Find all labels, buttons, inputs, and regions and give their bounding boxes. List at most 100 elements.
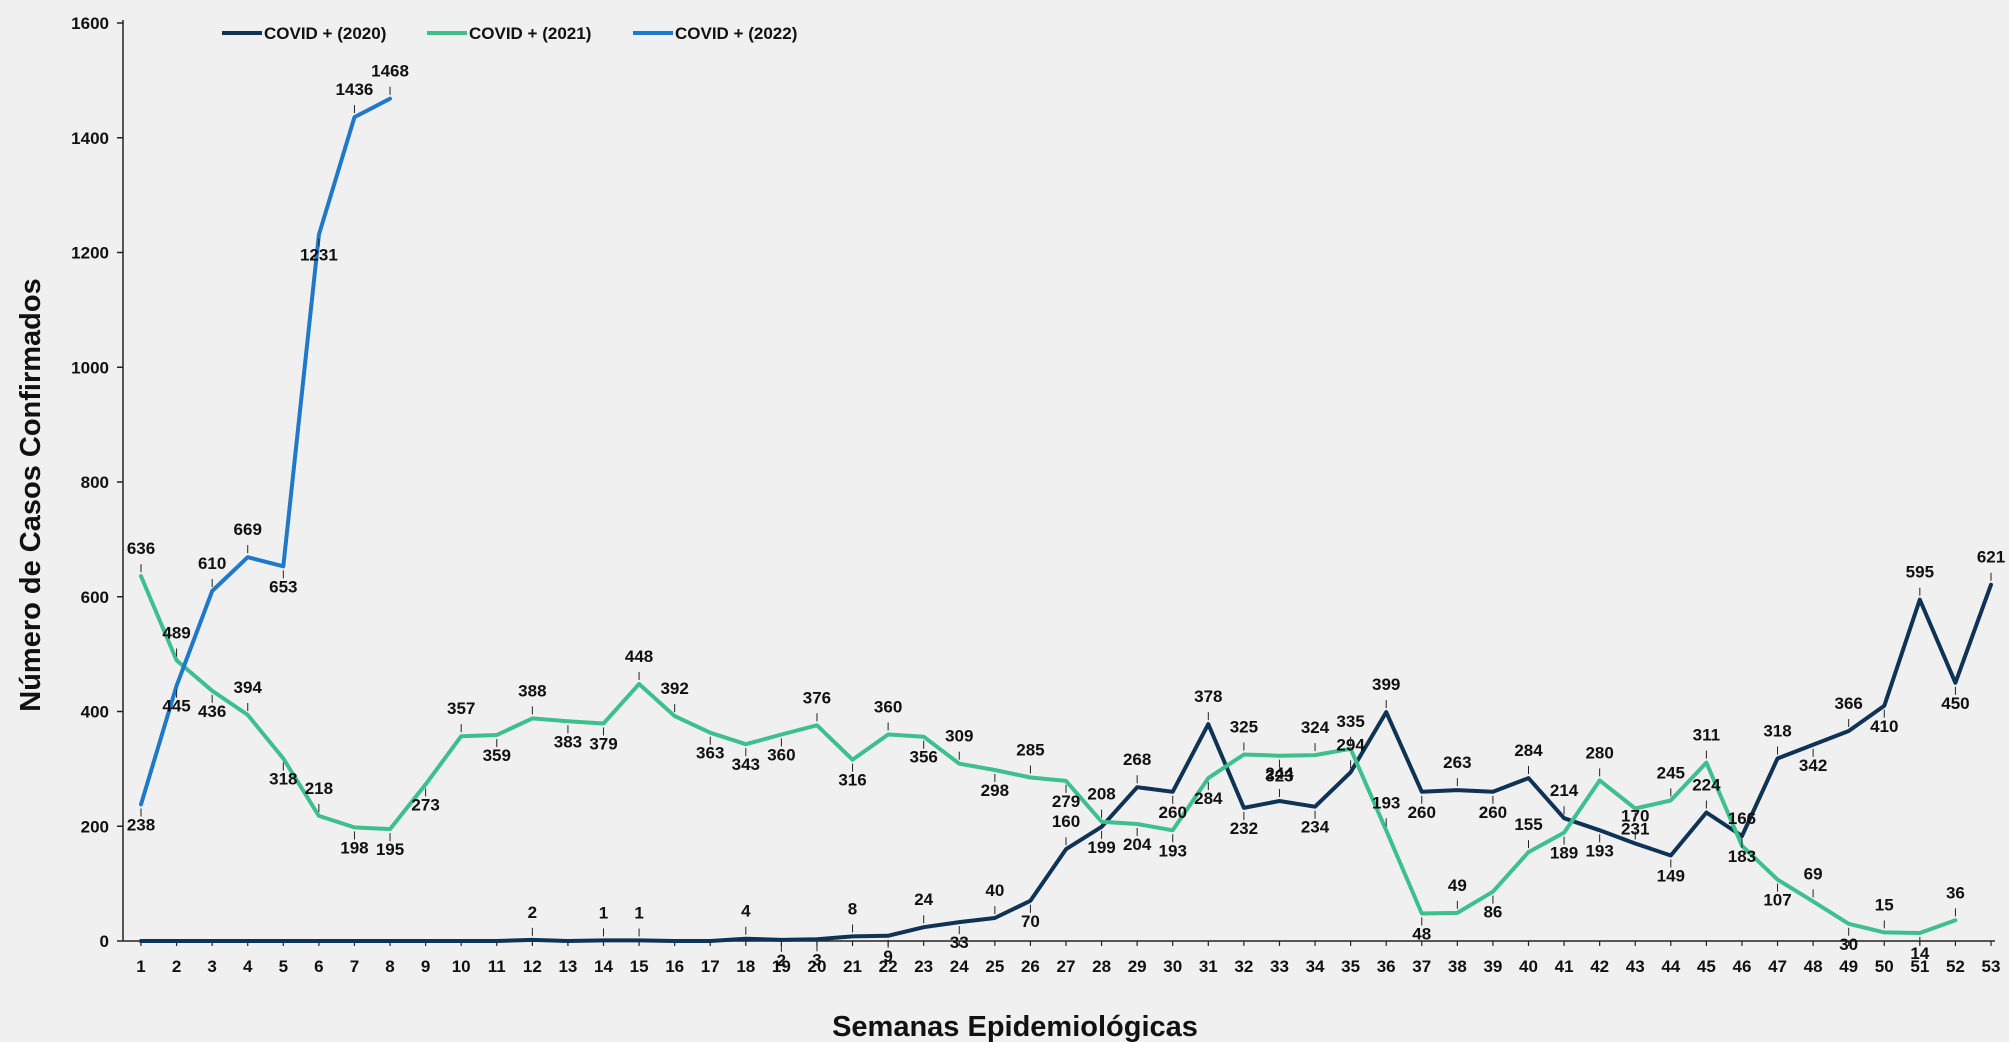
series-line-3 [139, 96, 392, 807]
data-label: 2 [528, 903, 537, 922]
y-tick-label: 0 [100, 932, 109, 951]
data-label: 183 [1728, 847, 1756, 866]
data-label: 356 [910, 748, 938, 767]
data-label: 388 [518, 681, 546, 700]
x-tick-label: 52 [1946, 957, 1965, 976]
y-axis-title: Número de Casos Confirmados [15, 278, 47, 711]
data-label: 70 [1021, 912, 1040, 931]
y-tick-label: 1200 [71, 244, 109, 263]
x-tick-label: 28 [1092, 957, 1111, 976]
data-label: 263 [1443, 753, 1471, 772]
data-label: 318 [1763, 722, 1791, 741]
x-tick-label: 35 [1341, 957, 1360, 976]
data-label: 49 [1448, 876, 1467, 895]
data-label: 273 [411, 795, 439, 814]
x-tick-label: 32 [1234, 957, 1253, 976]
x-tick-label: 53 [1982, 957, 2001, 976]
data-label: 360 [874, 697, 902, 716]
y-tick-label: 600 [81, 588, 109, 607]
data-label: 204 [1123, 835, 1152, 854]
legend-label-2: COVID + (2021) [469, 24, 591, 43]
x-tick-label: 37 [1412, 957, 1431, 976]
x-tick-label: 12 [523, 957, 542, 976]
x-tick-label: 25 [985, 957, 1004, 976]
data-label: 193 [1159, 841, 1187, 860]
x-axis-title: Semanas Epidemiológicas [832, 1011, 1198, 1042]
legend-label-3: COVID + (2022) [675, 24, 797, 43]
data-label: 4 [741, 902, 751, 921]
data-label: 232 [1230, 819, 1258, 838]
data-label: 399 [1372, 675, 1400, 694]
x-tick-label: 33 [1270, 957, 1289, 976]
x-tick-label: 6 [314, 957, 323, 976]
x-tick-label: 8 [385, 957, 394, 976]
data-label: 342 [1799, 756, 1827, 775]
x-tick-label: 43 [1626, 957, 1645, 976]
data-label: 260 [1479, 803, 1507, 822]
y-tick-label: 200 [81, 817, 109, 836]
data-label: 193 [1585, 841, 1613, 860]
x-tick-label: 47 [1768, 957, 1787, 976]
data-label: 15 [1875, 895, 1894, 914]
x-tick-label: 20 [808, 957, 827, 976]
x-tick-label: 51 [1910, 957, 1929, 976]
x-tick-label: 23 [914, 957, 933, 976]
x-tick-label: 45 [1697, 957, 1716, 976]
data-label: 311 [1693, 726, 1720, 745]
x-tick-label: 13 [558, 957, 577, 976]
data-label: 1468 [371, 62, 409, 81]
series-line-1 [139, 582, 1993, 943]
data-label: 323 [1265, 767, 1293, 786]
x-tick-label: 4 [243, 957, 253, 976]
x-tick-label: 40 [1519, 957, 1538, 976]
series-line-2 [139, 574, 1958, 935]
x-tick-label: 2 [172, 957, 181, 976]
data-label: 294 [1336, 735, 1365, 754]
data-label: 363 [696, 744, 724, 763]
y-tick-label: 1600 [71, 14, 109, 33]
data-label: 285 [1016, 740, 1044, 759]
x-tick-label: 10 [452, 957, 471, 976]
x-tick-label: 17 [701, 957, 720, 976]
x-tick-label: 34 [1306, 957, 1325, 976]
x-tick-label: 1 [136, 957, 145, 976]
data-label: 149 [1657, 867, 1685, 886]
x-tick-label: 42 [1590, 957, 1609, 976]
x-tick-label: 50 [1875, 957, 1894, 976]
x-tick-label: 3 [207, 957, 216, 976]
data-label: 260 [1408, 803, 1436, 822]
data-label: 316 [838, 771, 866, 790]
data-label: 48 [1412, 924, 1431, 943]
data-label: 189 [1550, 844, 1578, 863]
data-label: 595 [1906, 563, 1934, 582]
y-tick-label: 800 [81, 473, 109, 492]
data-label: 653 [269, 577, 297, 596]
data-label: 199 [1087, 838, 1115, 857]
data-label: 166 [1728, 809, 1756, 828]
x-tick-label: 9 [421, 957, 430, 976]
data-label: 621 [1977, 548, 2005, 567]
data-label: 489 [162, 623, 190, 642]
x-tick-label: 49 [1839, 957, 1858, 976]
data-label: 238 [127, 815, 155, 834]
x-tick-label: 30 [1163, 957, 1182, 976]
x-tick-label: 36 [1377, 957, 1396, 976]
x-tick-label: 48 [1804, 957, 1823, 976]
data-label: 376 [803, 688, 831, 707]
data-label: 86 [1483, 903, 1502, 922]
data-label: 359 [483, 746, 511, 765]
data-label: 298 [981, 781, 1009, 800]
data-label: 309 [945, 727, 973, 746]
data-label: 324 [1301, 718, 1330, 737]
data-label: 343 [732, 755, 760, 774]
x-tick-label: 31 [1199, 957, 1218, 976]
data-label: 394 [234, 678, 263, 697]
data-label: 234 [1301, 818, 1330, 837]
data-label: 284 [1194, 789, 1223, 808]
x-tick-label: 22 [879, 957, 898, 976]
x-tick-label: 21 [843, 957, 862, 976]
x-tick-label: 29 [1128, 957, 1147, 976]
x-tick-label: 11 [488, 957, 506, 976]
x-tick-label: 5 [279, 957, 288, 976]
